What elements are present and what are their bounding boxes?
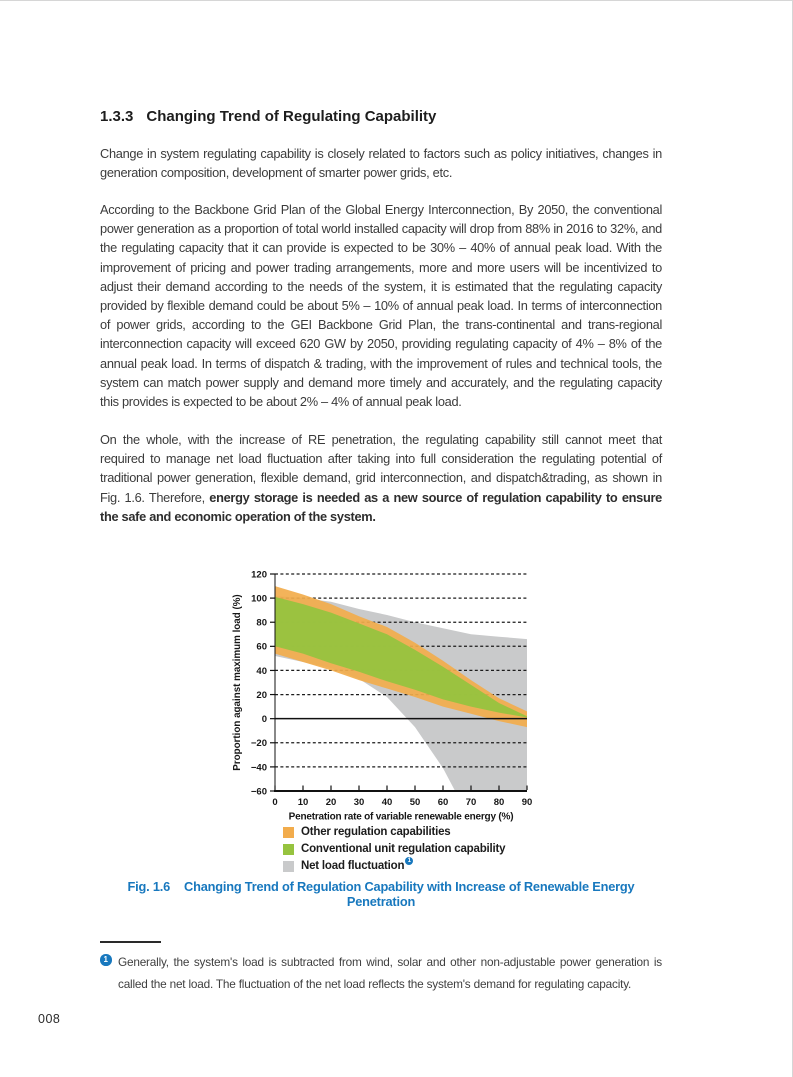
svg-text:−60: −60 <box>251 786 267 797</box>
svg-text:30: 30 <box>354 797 365 808</box>
figure-caption-text: Changing Trend of Regulation Capability … <box>184 879 635 909</box>
footnote-separator <box>100 941 161 943</box>
footnote-text: Generally, the system's load is subtract… <box>118 955 662 991</box>
svg-text:−20: −20 <box>251 738 267 749</box>
page-number: 008 <box>38 1012 61 1026</box>
svg-text:0: 0 <box>272 797 277 808</box>
chart-tick-labels: 120 100 80 60 40 20 0 −20 −40 −60 0 10 20 30 40 50 60 70 8… <box>251 569 532 808</box>
legend-swatch-green-icon <box>283 843 294 855</box>
svg-text:−40: −40 <box>251 762 267 773</box>
svg-text:90: 90 <box>522 797 533 808</box>
section-title: Changing Trend of Regulating Capability <box>146 108 437 125</box>
chart-legend: Other regulation capabilities Convention… <box>283 826 506 873</box>
chart-axes <box>270 573 528 792</box>
svg-text:10: 10 <box>298 797 309 808</box>
svg-text:60: 60 <box>438 797 449 808</box>
footnote-marker-superscript-icon: 1 <box>405 857 414 866</box>
svg-text:40: 40 <box>256 666 267 677</box>
svg-text:20: 20 <box>326 797 337 808</box>
y-axis-label: Proportion against maximum load (%) <box>232 594 243 770</box>
legend-label: Net load fluctuation <box>301 860 405 873</box>
legend-swatch-gray-icon <box>283 860 294 872</box>
svg-text:40: 40 <box>382 797 393 808</box>
chart-bands-front <box>275 586 527 728</box>
band-conventional-unit-regulation-capability <box>275 596 527 718</box>
paragraph-3: On the whole, with the increase of RE pe… <box>100 430 662 526</box>
chart-axis-labels: Penetration rate of variable renewable e… <box>232 594 514 823</box>
svg-text:80: 80 <box>494 797 505 808</box>
figure-chart-svg: 120 100 80 60 40 20 0 −20 −40 −60 0 10 20 30 40 50 60 70 8… <box>232 569 532 823</box>
svg-text:80: 80 <box>256 618 267 629</box>
svg-text:120: 120 <box>251 569 267 580</box>
legend-label: Other regulation capabilities <box>301 826 451 839</box>
footnote-marker-icon: 1 <box>100 954 112 966</box>
legend-label: Conventional unit regulation capability <box>301 843 506 856</box>
chart-canvas: 120 100 80 60 40 20 0 −20 −40 −60 0 10 20 30 40 50 60 70 8… <box>230 561 552 823</box>
paragraph-3-normal: On the whole, with the increase of RE pe… <box>100 432 662 505</box>
legend-item-other-regulation: Other regulation capabilities <box>283 826 505 839</box>
svg-text:20: 20 <box>256 690 267 701</box>
svg-text:60: 60 <box>256 642 267 653</box>
svg-text:50: 50 <box>410 797 421 808</box>
figure-caption: Fig. 1.6 Changing Trend of Regulation Cap… <box>100 879 662 909</box>
legend-swatch-orange-icon <box>283 826 294 838</box>
paragraph-3-emphasis: energy storage is needed as a new source… <box>100 489 662 524</box>
section-heading: 1.3.3 Changing Trend of Regulating Capabi… <box>100 108 662 125</box>
legend-item-net-load: Net load fluctuation 1 <box>283 857 505 873</box>
section-number: 1.3.3 <box>100 108 134 125</box>
svg-text:0: 0 <box>262 714 267 725</box>
x-axis-label: Penetration rate of variable renewable e… <box>289 812 514 823</box>
svg-text:100: 100 <box>251 594 267 605</box>
paragraph-2: According to the Backbone Grid Plan of t… <box>100 202 662 410</box>
svg-text:70: 70 <box>466 797 477 808</box>
footnote: 1 Generally, the system's load is subtra… <box>100 952 662 995</box>
paragraph-1: Change in system regulating capability i… <box>100 146 662 181</box>
figure-caption-label: Fig. 1.6 <box>127 879 171 894</box>
legend-item-conventional-unit: Conventional unit regulation capability <box>283 843 506 856</box>
